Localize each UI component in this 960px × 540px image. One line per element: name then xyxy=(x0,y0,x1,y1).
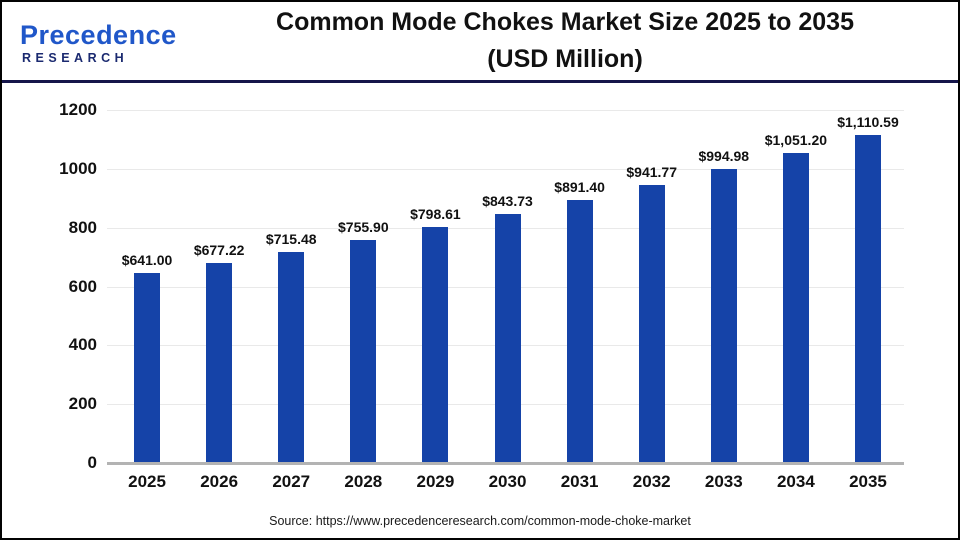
precedence-logo: Precedence RESEARCH xyxy=(2,17,182,65)
bar-2033 xyxy=(710,169,737,462)
bar-value-label-2028: $755.90 xyxy=(338,218,389,235)
bar-2034 xyxy=(782,152,809,462)
x-tick-2034: 2034 xyxy=(776,472,815,491)
x-tick-2032: 2032 xyxy=(632,472,671,491)
y-tick-0: 0 xyxy=(87,453,97,472)
bar-column-2028: $755.90 xyxy=(327,111,399,462)
bar-2025 xyxy=(134,273,161,462)
bar-column-2032: $941.77 xyxy=(616,111,688,462)
chart-title-line2: (USD Million) xyxy=(487,45,643,73)
bar-series: $641.00 $677.22 $715.48 $755.90 $798.61 $843.… xyxy=(111,111,904,462)
bar-column-2025: $641.00 xyxy=(111,111,183,462)
y-tick-1000: 1000 xyxy=(59,158,97,178)
bar-value-label-2025: $641.00 xyxy=(121,252,173,269)
bar-value-label-2029: $798.61 xyxy=(410,206,461,223)
bar-column-2033: $994.98 xyxy=(688,111,760,462)
y-tick-200: 200 xyxy=(68,394,97,414)
bar-column-2029: $798.61 xyxy=(399,111,471,462)
bar-2026 xyxy=(206,262,233,462)
x-tick-2031: 2031 xyxy=(560,472,599,491)
y-tick-600: 600 xyxy=(68,276,97,296)
x-tick-2028: 2028 xyxy=(344,472,383,491)
x-tick-2030: 2030 xyxy=(488,472,527,491)
bar-column-2030: $843.73 xyxy=(471,111,543,462)
bar-column-2026: $677.22 xyxy=(183,111,255,462)
bar-chart: 0 200 400 600 800 1000 1200 $641.00 $677.22 $715… xyxy=(2,83,958,537)
bar-2028 xyxy=(350,239,377,462)
logo-subtext: RESEARCH xyxy=(22,51,129,66)
bar-value-label-2033: $994.98 xyxy=(698,148,750,165)
x-tick-2029: 2029 xyxy=(416,472,455,491)
bar-2030 xyxy=(494,213,521,462)
gridline-1200 xyxy=(107,110,904,111)
x-tick-2033: 2033 xyxy=(704,472,743,491)
bar-2032 xyxy=(638,184,665,462)
x-tick-2025: 2025 xyxy=(128,472,166,491)
bar-value-label-2032: $941.77 xyxy=(626,163,677,180)
bar-2029 xyxy=(422,227,449,462)
x-axis-line xyxy=(107,462,904,465)
header: Precedence RESEARCH Common Mode Chokes M… xyxy=(2,2,958,83)
x-tick-2026: 2026 xyxy=(200,472,239,491)
y-tick-1200: 1200 xyxy=(59,100,97,119)
x-axis-labels: 2025 2026 2027 2028 2029 2030 2031 2032 2033 2034… xyxy=(111,472,904,492)
bar-value-label-2030: $843.73 xyxy=(482,192,533,209)
bar-column-2027: $715.48 xyxy=(255,111,327,462)
y-tick-800: 800 xyxy=(68,217,97,237)
x-tick-2035: 2035 xyxy=(849,472,887,491)
chart-title: Common Mode Chokes Market Size 2025 to 2… xyxy=(182,4,958,79)
source-text: Source: https://www.precedenceresearch.c… xyxy=(269,514,691,528)
bar-value-label-2031: $891.40 xyxy=(554,178,605,195)
bar-column-2035: $1,110.59 xyxy=(832,111,904,462)
bar-2035 xyxy=(854,135,881,462)
gridline-1000 xyxy=(107,168,904,170)
bar-value-label-2035: $1,110.59 xyxy=(837,114,899,131)
bar-value-label-2027: $715.48 xyxy=(265,230,317,247)
y-tick-400: 400 xyxy=(68,335,97,355)
logo-wordmark: Precedence xyxy=(20,19,177,50)
x-tick-2027: 2027 xyxy=(272,472,311,491)
bar-column-2034: $1,051.20 xyxy=(760,111,832,462)
bar-2031 xyxy=(566,199,593,462)
bar-value-label-2026: $677.22 xyxy=(193,241,245,258)
bar-column-2031: $891.40 xyxy=(544,111,616,462)
bar-value-label-2034: $1,051.20 xyxy=(764,131,828,148)
bar-2027 xyxy=(278,251,305,462)
chart-title-line1: Common Mode Chokes Market Size 2025 to 2… xyxy=(276,7,854,36)
